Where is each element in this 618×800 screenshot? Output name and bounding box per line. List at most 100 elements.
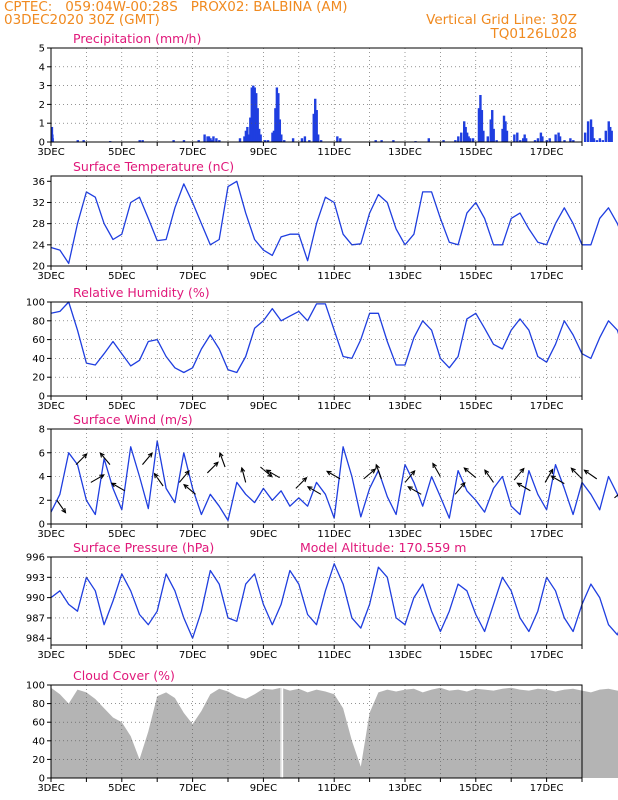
wind-ytick-label: 4 — [39, 472, 45, 483]
wind-vector — [407, 486, 422, 495]
precip-bar — [457, 136, 460, 142]
precip-bar — [604, 130, 607, 142]
wind-vector — [584, 469, 598, 480]
pres-panel: 984 987 990 993 996 3DEC 5DEC 7DEC 9DEC 11DEC 13DE… — [26, 540, 618, 661]
wind-vector-head — [184, 469, 190, 476]
precip-xtick-label: 7DEC — [179, 147, 206, 158]
precip-bar — [218, 140, 221, 142]
wind-vector — [241, 467, 247, 483]
wind-ytick-label: 8 — [39, 425, 45, 436]
precip-bar — [291, 138, 295, 142]
precip-bar — [238, 138, 242, 142]
cloud-ytick-label: 20 — [32, 755, 45, 766]
wind-vector-head — [550, 475, 556, 481]
precip-bar — [266, 140, 270, 142]
cloud-gap — [197, 685, 200, 690]
rh-title: Relative Humidity (%) — [73, 285, 210, 300]
precip-ytick-label: 4 — [39, 62, 45, 73]
precip-title: Precipitation (mm/h) — [73, 31, 201, 46]
precip-bar — [536, 138, 540, 142]
rh-ytick-label: 0 — [39, 392, 45, 403]
wind-xtick-label: 15DEC — [459, 529, 493, 540]
cloud-xtick-label: 11DEC — [317, 783, 351, 794]
cloud-title: Cloud Cover (%) — [73, 668, 175, 683]
precip-bar — [460, 132, 463, 142]
pres-xtick-label: 5DEC — [108, 650, 135, 661]
precip-xtick-label: 9DEC — [250, 147, 277, 158]
precip-bar — [465, 132, 469, 142]
rh-xtick-label: 15DEC — [459, 401, 493, 412]
precip-bar — [210, 140, 214, 142]
pres-xtick-label: 15DEC — [459, 650, 493, 661]
wind-vector-head — [302, 476, 308, 483]
wind-vector — [99, 452, 111, 465]
precip-bar — [519, 140, 522, 142]
cloud-xtick-label: 17DEC — [530, 783, 564, 794]
precip-bar — [477, 108, 481, 142]
temp-xtick-label: 7DEC — [179, 271, 206, 282]
wind-vector — [551, 475, 565, 485]
wind-vector — [484, 469, 494, 483]
wind-vector — [260, 466, 273, 478]
precip-bar — [541, 136, 544, 142]
wind-xtick-label: 3DEC — [37, 529, 64, 540]
wind-xtick-label: 17DEC — [530, 529, 564, 540]
precip-ytick-label: 1 — [39, 119, 45, 130]
precip-bar — [336, 136, 339, 142]
wind-xtick-label: 13DEC — [388, 529, 422, 540]
rh-frame — [50, 301, 583, 397]
rh-panel: 0 20 40 60 80 100 3DEC 5DEC 7DEC 9DEC 11DEC 13DEC 15… — [26, 285, 618, 412]
precip-bar — [539, 132, 543, 142]
wind-vector — [614, 494, 618, 499]
rh-ytick-label: 100 — [26, 298, 45, 309]
wind-vector — [571, 467, 583, 480]
temp-ytick-label: 32 — [32, 198, 45, 209]
precip-bar — [300, 138, 304, 142]
precip-bar — [479, 95, 482, 142]
wind-vector — [363, 468, 376, 480]
precip-bar — [486, 136, 489, 142]
pres-ytick-label: 993 — [26, 573, 45, 584]
precip-bar — [557, 132, 560, 142]
wind-vector-head — [82, 453, 88, 459]
precip-frame — [50, 47, 583, 143]
precip-bar — [280, 134, 283, 142]
pres-xtick-label: 11DEC — [317, 650, 351, 661]
wind-vector-head — [516, 482, 522, 488]
temp-xtick-label: 17DEC — [530, 271, 564, 282]
precip-bar — [495, 140, 498, 142]
wind-vector-head — [407, 486, 413, 491]
precip-bar — [454, 140, 457, 142]
precip-ytick-label: 2 — [39, 100, 45, 111]
wind-vector-head — [463, 467, 469, 473]
temp-series-line — [50, 180, 618, 265]
rh-xtick-label: 7DEC — [179, 401, 206, 412]
wind-vector-head — [583, 469, 589, 475]
cloud-xtick-label: 5DEC — [108, 783, 135, 794]
precip-bar — [243, 136, 246, 142]
rh-ytick-label: 40 — [32, 354, 45, 365]
wind-vector — [178, 470, 190, 483]
cloud-frame — [50, 684, 583, 779]
cloud-gap — [280, 685, 282, 779]
wind-vector — [90, 474, 105, 483]
precip-bar — [524, 138, 528, 142]
pres-ytick-label: 996 — [26, 553, 45, 564]
temp-ytick-label: 24 — [32, 240, 45, 251]
temp-panel: 20 24 28 32 36 3DEC 5DEC 7DEC 9DEC 11DEC 13DEC 15DE… — [32, 159, 618, 282]
wind-vector-head — [306, 486, 313, 491]
precip-bar — [586, 121, 590, 142]
precip-bar — [182, 140, 186, 142]
wind-vector — [513, 468, 525, 481]
wind-xtick-label: 5DEC — [108, 529, 135, 540]
pres-xtick-label: 9DEC — [250, 650, 277, 661]
precip-bar — [491, 110, 494, 142]
precip-bar — [467, 136, 470, 142]
precip-bar — [76, 140, 79, 142]
cloud-xtick-label: 7DEC — [179, 783, 206, 794]
cloud-panel: 0 20 40 60 80 100 3DEC 5DEC 7DEC 9DEC 11DEC 13DEC 15… — [26, 668, 618, 794]
precip-xtick-label: 5DEC — [108, 147, 135, 158]
wind-vector-head — [183, 483, 189, 490]
wind-xtick-label: 9DEC — [250, 529, 277, 540]
precip-ytick-label: 3 — [39, 81, 45, 92]
